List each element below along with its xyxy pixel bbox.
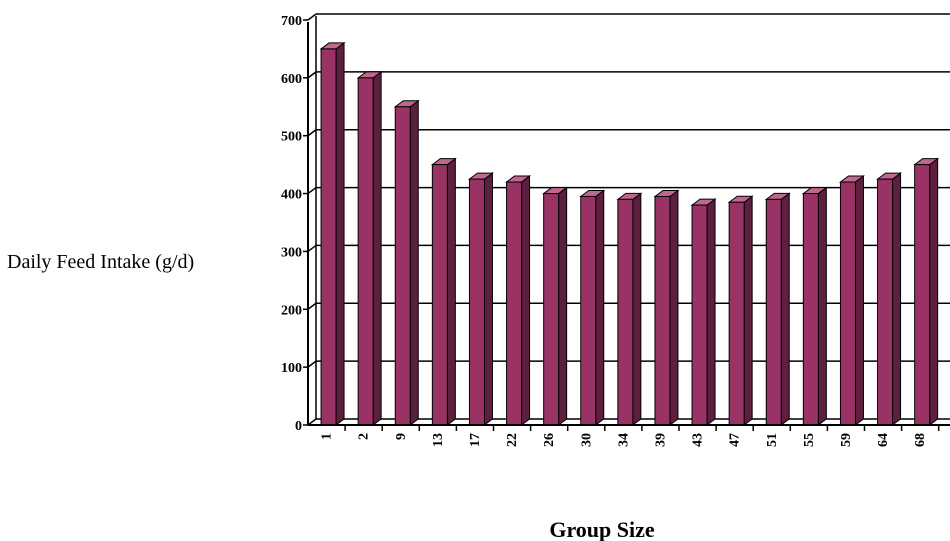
bar-side (558, 186, 568, 426)
bar (802, 193, 819, 426)
bar (839, 181, 856, 426)
y-axis-label: Daily Feed Intake (g/d) (7, 251, 194, 273)
gridline-depth (307, 244, 317, 253)
x-tick-label: 1 (320, 433, 335, 440)
bar-side (706, 198, 716, 426)
y-tick-label: 600 (281, 72, 302, 87)
bar-side (521, 175, 531, 426)
bar (765, 198, 782, 426)
y-tick-label: 500 (281, 130, 302, 145)
y-tick-label: 200 (281, 303, 302, 318)
x-tick-label: 39 (653, 433, 668, 447)
bar-side (632, 192, 642, 426)
y-tick-label: 400 (281, 188, 302, 203)
bar-side (743, 195, 753, 426)
bar (320, 48, 337, 426)
x-tick-label: 17 (468, 433, 483, 447)
bar-side (892, 172, 902, 426)
x-tick-label: 64 (876, 433, 891, 447)
bar-side (409, 99, 419, 426)
bar (617, 198, 634, 426)
bar (431, 164, 448, 426)
y-tick-labels: 0 100 200 300 400 500 600 700 (281, 14, 302, 434)
bar (506, 181, 523, 426)
bar-side (372, 70, 382, 426)
bar-side (483, 172, 493, 426)
y-tick-label: 300 (281, 245, 302, 260)
x-tick-label: 30 (579, 433, 594, 447)
bar (357, 77, 374, 426)
x-tick-labels: 1 2 9 13 17 22 26 30 34 39 43 47 51 55 59 64 68 (320, 433, 929, 447)
x-tick-label: 34 (616, 433, 631, 447)
y-tick-label: 0 (295, 419, 302, 434)
bars (319, 41, 940, 426)
gridline-depth (307, 129, 317, 137)
y-tick-label: 100 (281, 361, 302, 376)
x-tick-label: 55 (802, 433, 817, 447)
gridline-depth (307, 71, 317, 79)
bar-side (817, 186, 827, 426)
bar (914, 164, 931, 426)
bar-side (854, 175, 864, 426)
x-tick-label: 47 (728, 433, 743, 447)
gridline-depth (307, 302, 317, 310)
bar (580, 195, 597, 426)
bar (691, 204, 708, 426)
bar-side (929, 157, 939, 426)
y-tick-label: 700 (281, 14, 302, 29)
bar (543, 193, 560, 426)
axes (303, 16, 950, 431)
x-tick-label: 9 (394, 433, 409, 440)
bar-side (446, 157, 456, 426)
gridline-depth (307, 13, 317, 21)
bar (654, 195, 671, 426)
bar-side (335, 41, 345, 426)
x-tick-label: 2 (357, 433, 372, 440)
bar-side (669, 189, 679, 426)
gridline-depth (307, 186, 317, 195)
bar-side (780, 192, 790, 426)
bar (468, 178, 485, 426)
x-axis-label: Group Size (549, 517, 655, 541)
bar (394, 106, 411, 426)
bar (728, 201, 745, 426)
x-tick-label: 68 (913, 433, 928, 447)
bar (877, 178, 894, 426)
x-tick-label: 26 (542, 433, 557, 447)
x-tick-label: 59 (839, 433, 854, 447)
bar-side (595, 189, 605, 426)
gridline-depth (307, 360, 317, 368)
x-tick-label: 51 (765, 433, 780, 447)
x-tick-label: 43 (691, 433, 706, 447)
x-tick-label: 13 (431, 433, 446, 447)
x-tick-label: 22 (505, 433, 520, 447)
